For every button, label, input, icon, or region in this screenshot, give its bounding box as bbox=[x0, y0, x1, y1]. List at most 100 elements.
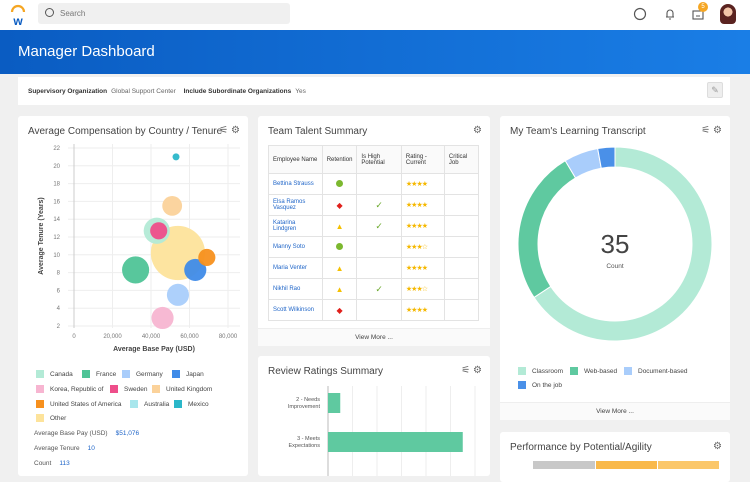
stat-value[interactable]: 113 bbox=[59, 460, 70, 467]
grid-cell[interactable] bbox=[658, 461, 719, 469]
legend-item[interactable]: Classroom bbox=[518, 367, 563, 375]
table-row: Elsa Ramos Vasquez ◆ ✓ ★★★★ bbox=[268, 194, 480, 216]
rating-stars: ★★★★ bbox=[400, 215, 445, 237]
card-title: Team Talent Summary bbox=[268, 126, 368, 137]
legend-item[interactable]: Australia bbox=[130, 400, 169, 408]
stat-row: Average Base Pay (USD) $51,076 bbox=[34, 430, 139, 437]
employee-link[interactable]: Katarina Lindgren bbox=[268, 215, 323, 237]
y-tick-label: 10 bbox=[53, 253, 60, 259]
search-input[interactable]: Search bbox=[38, 3, 290, 24]
retention-high-icon: ◆ bbox=[336, 305, 343, 315]
employee-link[interactable]: Scott Wilkinson bbox=[268, 299, 323, 321]
legend-item[interactable]: Document-based bbox=[624, 367, 688, 375]
employee-link[interactable]: Bettina Strauss bbox=[268, 173, 323, 195]
column-header[interactable]: Retention bbox=[321, 145, 358, 174]
table-row: Nikhil Rao ▲ ✓ ★★★☆ bbox=[268, 278, 480, 300]
y-tick-label: 12 bbox=[53, 235, 60, 241]
gear-icon[interactable]: ⚙ bbox=[713, 441, 722, 452]
review-card: Review Ratings Summary ⚟ ⚙ 2 - Needs Impr… bbox=[258, 356, 490, 476]
rating-stars: ★★★★ bbox=[400, 257, 445, 279]
y-tick-label: 18 bbox=[53, 182, 60, 188]
view-more-button[interactable]: View More ... bbox=[258, 328, 490, 346]
retention-low-icon bbox=[336, 242, 344, 250]
svg-text:w: w bbox=[12, 14, 23, 26]
legend-item[interactable]: Web-based bbox=[570, 367, 617, 375]
bar-label: Expectations bbox=[289, 443, 321, 449]
bar bbox=[328, 393, 341, 413]
stat-value[interactable]: $51,076 bbox=[115, 430, 140, 437]
org-label: Supervisory Organization bbox=[28, 88, 108, 95]
legend-label: United States of America bbox=[50, 400, 122, 408]
rating-stars: ★★★☆ bbox=[400, 278, 445, 300]
gear-icon[interactable]: ⚙ bbox=[473, 365, 482, 376]
legend-item[interactable]: Japan bbox=[172, 370, 204, 378]
employee-link[interactable]: Nikhil Rao bbox=[268, 278, 323, 300]
bubble-france bbox=[122, 256, 150, 284]
stat-label: Average Tenure bbox=[34, 445, 80, 452]
learning-card: My Team's Learning Transcript ⚟ ⚙ 35 Coun… bbox=[500, 116, 730, 420]
legend-item[interactable]: Germany bbox=[122, 370, 163, 378]
legend-swatch bbox=[130, 400, 138, 408]
column-header[interactable]: Is High Potential bbox=[356, 145, 402, 174]
column-header[interactable]: Employee Name bbox=[268, 145, 323, 174]
performance-card: Performance by Potential/Agility ⚙ bbox=[500, 432, 730, 482]
compensation-card: Average Compensation by Country / Tenure… bbox=[18, 116, 248, 476]
legend-item[interactable]: Canada bbox=[36, 370, 73, 378]
filter-icon[interactable]: ⚟ bbox=[461, 365, 471, 376]
retention-high-icon: ◆ bbox=[336, 200, 343, 210]
gear-icon[interactable]: ⚙ bbox=[713, 125, 722, 136]
legend-label: France bbox=[96, 370, 117, 378]
legend-item[interactable]: United States of America bbox=[36, 400, 122, 408]
talent-table: Employee Name Retention Is High Potential R… bbox=[268, 145, 480, 321]
gear-icon[interactable]: ⚙ bbox=[473, 125, 482, 136]
legend-label: Australia bbox=[144, 400, 170, 408]
column-header[interactable]: Rating - Current bbox=[400, 145, 445, 174]
table-row: Katarina Lindgren ▲ ✓ ★★★★ bbox=[268, 215, 480, 237]
x-tick-label: 0 bbox=[72, 334, 76, 340]
column-header[interactable]: Critical Job bbox=[443, 145, 480, 174]
workday-logo[interactable]: w bbox=[8, 4, 28, 26]
legend-item[interactable]: France bbox=[82, 370, 116, 378]
donut-slice-web-based bbox=[517, 160, 577, 299]
legend-item[interactable]: United Kingdom bbox=[152, 385, 212, 393]
bar-label: 2 - Needs bbox=[296, 397, 320, 403]
legend-item[interactable]: Korea, Republic of bbox=[36, 385, 103, 393]
y-tick-label: 20 bbox=[53, 164, 60, 170]
bubble-korea-republic-of bbox=[151, 306, 174, 330]
employee-link[interactable]: Maria Venter bbox=[268, 257, 323, 279]
sub-label: Include Subordinate Organizations bbox=[183, 88, 292, 95]
y-tick-label: 16 bbox=[53, 199, 60, 205]
check-icon: ✓ bbox=[375, 220, 383, 231]
inbox-icon[interactable] bbox=[691, 7, 705, 21]
page-header: Manager Dashboard bbox=[0, 30, 750, 74]
legend-item[interactable]: Mexico bbox=[174, 400, 209, 408]
talent-card: Team Talent Summary ⚙ Employee Name Reten… bbox=[258, 116, 490, 346]
filter-icon[interactable]: ⚟ bbox=[701, 125, 711, 136]
employee-link[interactable]: Manny Soto bbox=[268, 236, 323, 258]
edit-button[interactable]: ✎ bbox=[707, 82, 723, 98]
gear-icon[interactable]: ⚙ bbox=[231, 125, 240, 136]
legend-label: Classroom bbox=[532, 367, 564, 375]
stat-row: Count 113 bbox=[34, 460, 70, 467]
avatar[interactable] bbox=[720, 4, 736, 24]
retention-medium-icon: ▲ bbox=[335, 263, 344, 273]
y-tick-label: 4 bbox=[57, 306, 61, 312]
employee-link[interactable]: Elsa Ramos Vasquez bbox=[268, 194, 323, 216]
bell-icon[interactable] bbox=[663, 7, 677, 21]
grid-cell[interactable] bbox=[596, 461, 657, 469]
stat-label: Count bbox=[34, 460, 52, 467]
card-title: Average Compensation by Country / Tenure bbox=[28, 126, 223, 137]
legend-item[interactable]: Sweden bbox=[110, 385, 148, 393]
legend-item[interactable]: Other bbox=[36, 414, 66, 422]
stat-value[interactable]: 10 bbox=[87, 445, 95, 452]
rating-stars: ★★★★ bbox=[400, 173, 445, 195]
filter-icon[interactable]: ⚟ bbox=[219, 125, 229, 136]
grid-cell[interactable] bbox=[533, 461, 595, 469]
legend-item[interactable]: On the job bbox=[518, 381, 562, 389]
legend-swatch bbox=[152, 385, 160, 393]
card-actions: ⚟ ⚙ bbox=[701, 125, 722, 136]
view-more-button[interactable]: View More ... bbox=[500, 402, 730, 420]
y-tick-label: 14 bbox=[53, 217, 60, 223]
chat-icon[interactable] bbox=[633, 7, 647, 21]
